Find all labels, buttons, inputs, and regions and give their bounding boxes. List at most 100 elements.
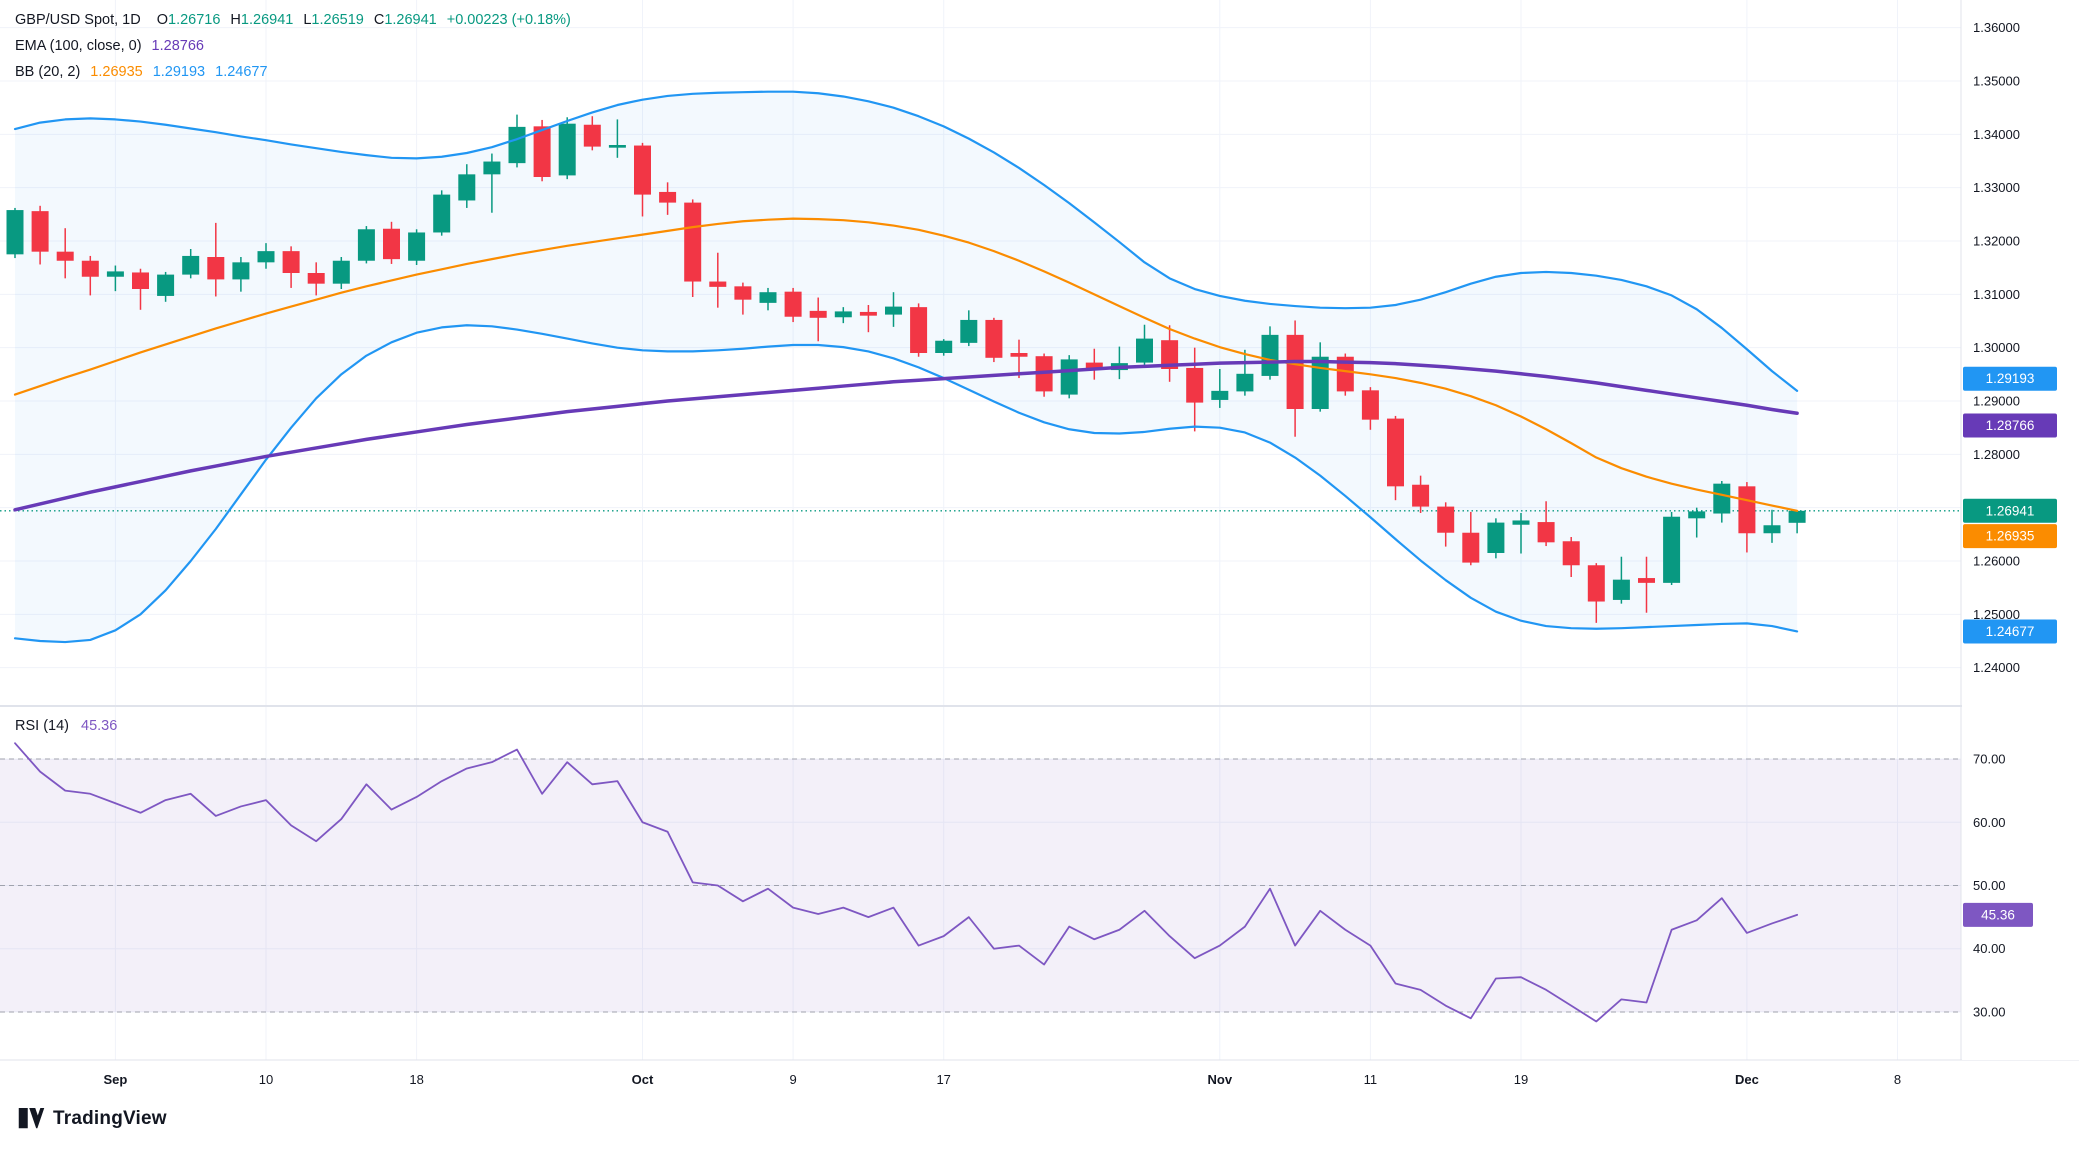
svg-text:1.29193: 1.29193 (1986, 371, 2035, 386)
candle (1738, 482, 1756, 553)
candle (1286, 320, 1304, 437)
candle (759, 287, 777, 311)
candle (458, 164, 476, 208)
svg-text:1.26935: 1.26935 (1986, 529, 2035, 544)
candle (1085, 348, 1103, 380)
candle (1763, 509, 1781, 543)
ohlc-low: L1.26519 (303, 12, 364, 28)
price-axis-badge: 1.28766 (1963, 413, 2057, 438)
bb-basis-value: 1.26935 (90, 64, 143, 80)
rsi-tick-label: 50.00 (1973, 878, 2006, 893)
candle (960, 310, 978, 347)
candle (408, 229, 426, 266)
candle (1462, 511, 1480, 566)
candle (859, 305, 877, 333)
time-day-label: 11 (1364, 1072, 1378, 1087)
price-tick-label: 1.25000 (1973, 607, 2020, 622)
price-axis-badge: 1.26941 (1963, 498, 2057, 523)
candle (1638, 556, 1655, 613)
price-axis-badge: 1.24677 (1963, 619, 2057, 644)
bb-legend-row[interactable]: BB (20, 2) 1.26935 1.29193 1.24677 (15, 64, 571, 90)
candle (1788, 510, 1806, 534)
time-axis[interactable]: Sep 10 18 Oct 9 17 Nov 11 19 Dec 8 (103, 1072, 1901, 1087)
candle (1562, 536, 1580, 577)
candle (634, 142, 651, 217)
svg-text:1.28766: 1.28766 (1986, 418, 2035, 433)
candle (1487, 518, 1505, 559)
time-day-label: 19 (1514, 1072, 1528, 1087)
bb-upper-line (13, 90, 1799, 392)
candle (834, 307, 852, 324)
ohlc-high: H1.26941 (230, 12, 294, 28)
candle (1060, 355, 1078, 399)
candle (1261, 326, 1279, 380)
candle (31, 205, 49, 265)
candle (1663, 511, 1681, 585)
candle (207, 222, 225, 297)
candle (734, 282, 752, 315)
candle (1336, 353, 1354, 396)
price-tick-label: 1.26000 (1973, 553, 2020, 568)
price-tick-label: 1.36000 (1973, 20, 2020, 35)
ema-value: 1.28766 (151, 38, 204, 54)
price-tick-label: 1.31000 (1973, 287, 2020, 302)
candle (885, 292, 902, 327)
price-tick-label: 1.35000 (1973, 74, 2020, 89)
ohlc-close: C1.26941 (373, 12, 437, 28)
candle (985, 317, 1003, 363)
candle (1387, 415, 1404, 501)
bb-lower-value: 1.24677 (215, 64, 268, 80)
candle (659, 182, 677, 215)
bb-label: BB (20, 2) (15, 64, 81, 80)
time-day-label: 10 (259, 1072, 273, 1087)
candle (608, 119, 626, 158)
candle (684, 199, 702, 298)
price-tick-label: 1.28000 (1973, 447, 2020, 462)
candle (357, 226, 375, 264)
svg-text:45.36: 45.36 (1981, 907, 2015, 922)
rsi-label: RSI (14) (15, 718, 69, 734)
candle (483, 153, 501, 213)
candle (332, 257, 350, 290)
rsi-value: 45.36 (81, 718, 118, 734)
ohlc-open: O1.26716 (156, 12, 221, 28)
candle (1186, 347, 1204, 432)
ema-legend-row[interactable]: EMA (100, close, 0) 1.28766 (15, 38, 571, 64)
tradingview-watermark[interactable]: TradingView (18, 1106, 167, 1131)
price-axis-badge: 1.29193 (1963, 366, 2057, 391)
bb-upper-value: 1.29193 (152, 64, 206, 80)
candle (257, 243, 275, 269)
time-month-label: Dec (1735, 1072, 1759, 1087)
price-tick-label: 1.33000 (1973, 180, 2020, 195)
time-month-label: Oct (632, 1072, 654, 1087)
candle (6, 207, 24, 259)
pane-separator[interactable] (0, 0, 2079, 1061)
rsi-tick-label: 70.00 (1973, 752, 2006, 767)
rsi-axis[interactable]: 70.00 60.00 50.00 40.00 30.00 45.36 (1963, 752, 2033, 1020)
price-tick-label: 1.32000 (1973, 234, 2020, 249)
symbol-legend-row[interactable]: GBP/USD Spot, 1D O1.26716 H1.26941 L1.26… (15, 12, 571, 38)
time-day-label: 18 (409, 1072, 423, 1087)
rsi-tick-label: 30.00 (1973, 1004, 2006, 1019)
bb-basis-line (13, 217, 1799, 512)
candle (81, 255, 99, 296)
candle (1688, 507, 1706, 538)
price-tick-label: 1.34000 (1973, 127, 2020, 142)
candle (583, 116, 601, 151)
bb-lower-line (13, 324, 1799, 644)
svg-text:1.24677: 1.24677 (1986, 624, 2035, 639)
candle (1412, 475, 1430, 513)
candle (1612, 556, 1630, 604)
change-value: +0.00223 (+0.18%) (446, 12, 571, 28)
price-axis[interactable]: 1.36000 1.35000 1.34000 1.33000 1.32000 1.310… (1962, 0, 2079, 1060)
candle (910, 303, 928, 357)
candle (383, 221, 400, 264)
candle (935, 339, 953, 356)
rsi-legend-row[interactable]: RSI (14) 45.36 (15, 718, 117, 734)
rsi-axis-badge: 45.36 (1963, 902, 2033, 927)
candle (1512, 512, 1530, 554)
time-day-label: 8 (1894, 1072, 1901, 1087)
candles-layer (6, 114, 1806, 623)
